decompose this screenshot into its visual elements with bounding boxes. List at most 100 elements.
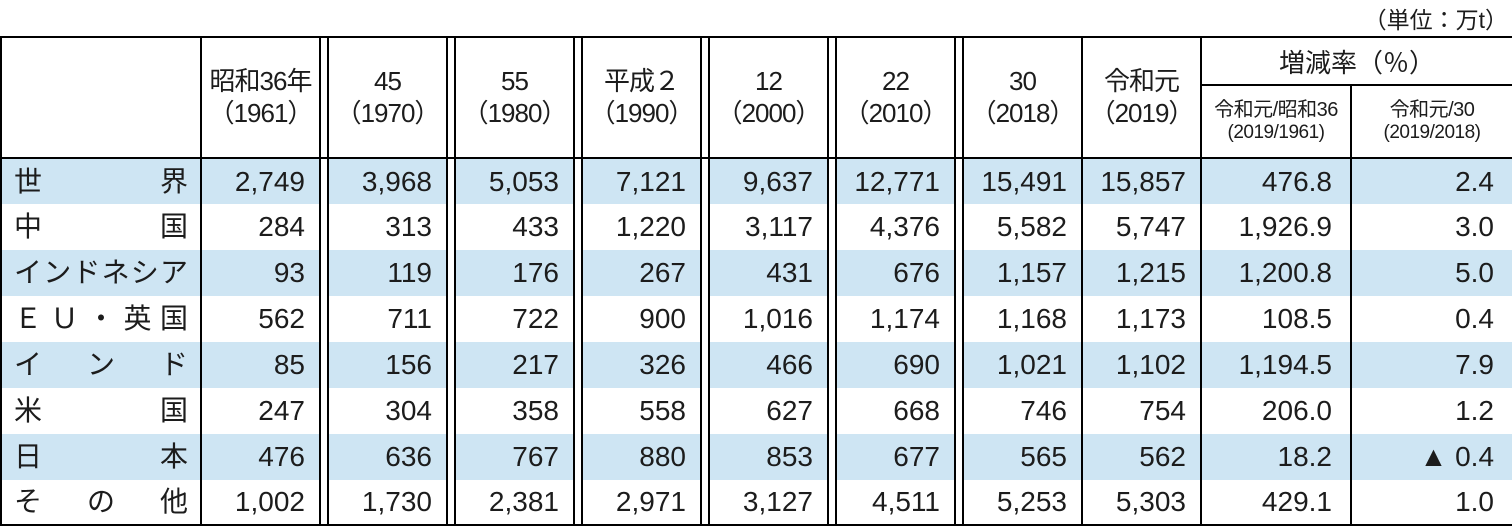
- double-rule-spacer: [954, 342, 964, 388]
- year-col-header: 30 （2018）: [963, 37, 1083, 159]
- year-col-header: 45 （1970）: [328, 37, 447, 159]
- value-cell: 108.5: [1201, 296, 1352, 342]
- header-row-1: 昭和36年 （1961） 45 （1970） 55 （1980） 平成２ （19…: [1, 37, 1512, 159]
- double-rule-spacer: [827, 158, 837, 204]
- double-rule-spacer: [573, 434, 583, 480]
- value-cell: 1.0: [1455, 486, 1495, 517]
- double-rule-spacer: [446, 158, 456, 204]
- double-rule-spacer: [700, 296, 710, 342]
- double-rule-spacer: [573, 342, 583, 388]
- value-cell: 5,582: [963, 204, 1083, 250]
- year-label: 30: [1009, 65, 1037, 96]
- value-cell: 5,747: [1082, 204, 1202, 250]
- double-rule-spacer: [827, 388, 837, 434]
- value-cell: 18.2: [1201, 434, 1352, 480]
- rate-group-header: 増減率（％）: [1199, 37, 1512, 86]
- double-rule-spacer: [827, 250, 837, 296]
- double-rule-spacer: [446, 204, 456, 250]
- double-rule-spacer: [446, 250, 456, 296]
- row-label: 世界: [1, 158, 202, 204]
- table-row: 中国 284 313 433 1,220 3,117 4,376 5,582 5,747 1,92…: [1, 204, 1512, 250]
- value-cell: 267: [639, 257, 686, 288]
- year-col-header: 令和元 （2019）: [1082, 37, 1202, 159]
- value-cell: 677: [893, 441, 940, 472]
- double-rule-spacer: [700, 250, 710, 296]
- year-paren: （1990）: [589, 97, 695, 128]
- value-cell: 1,220: [615, 211, 686, 242]
- double-rule-spacer: [954, 388, 964, 434]
- row-label-char: 界: [159, 165, 188, 197]
- year-paren: （2010）: [843, 97, 949, 128]
- double-rule-spacer: [954, 250, 964, 296]
- row-label-char: イ: [14, 257, 43, 288]
- value-cell: 304: [385, 395, 432, 426]
- value-cell: 1,002: [234, 486, 305, 517]
- double-rule-spacer: [700, 388, 710, 434]
- value-cell: 3,127: [742, 486, 813, 517]
- double-rule-spacer: [446, 388, 456, 434]
- year-col-header: 平成２ （1990）: [582, 37, 701, 159]
- double-rule-spacer: [446, 37, 456, 159]
- double-rule-spacer: [319, 342, 329, 388]
- row-label: 米国: [1, 388, 202, 434]
- value-cell: 93: [273, 257, 305, 288]
- year-label: 45: [374, 65, 402, 96]
- value-cell: 2,749: [234, 165, 305, 197]
- year-paren: （1970）: [335, 97, 441, 128]
- value-cell: 754: [1082, 388, 1202, 434]
- row-label-char: ・: [86, 303, 115, 334]
- year-paren: （2019）: [1089, 97, 1195, 128]
- row-label-char: イ: [14, 349, 43, 380]
- value-cell: 119: [387, 257, 432, 288]
- row-label-char: シ: [130, 257, 159, 288]
- row-label-char: 国: [159, 395, 188, 426]
- value-cell: 711: [387, 303, 432, 334]
- rate-sub-paren: (2019/1961): [1227, 122, 1325, 144]
- row-label-char: 世: [14, 165, 43, 197]
- value-cell: 431: [766, 257, 813, 288]
- double-rule-spacer: [700, 204, 710, 250]
- row-label-char: ド: [72, 257, 101, 288]
- year-label: 55: [501, 65, 529, 96]
- value-cell: 853: [766, 441, 813, 472]
- double-rule-spacer: [446, 296, 456, 342]
- value-cell: 1,102: [1082, 342, 1202, 388]
- table-row: Ｅ Ｕ ・英国 562 711 722 900 1,016 1,174 1,168 1,173 108…: [1, 296, 1512, 342]
- double-rule-spacer: [954, 480, 964, 526]
- value-cell: 247: [258, 395, 305, 426]
- double-rule-spacer: [954, 434, 964, 480]
- row-label: インドネシア: [1, 250, 202, 296]
- double-rule-spacer: [573, 250, 583, 296]
- year-col-header: 55 （1980）: [455, 37, 574, 159]
- row-label: Ｅ Ｕ ・英国: [1, 296, 202, 342]
- value-cell: 1,194.5: [1201, 342, 1352, 388]
- row-label-char: Ｕ: [50, 303, 79, 334]
- value-cell: 176: [512, 257, 559, 288]
- value-cell: 2,381: [488, 486, 559, 517]
- row-label-char: そ: [14, 486, 43, 517]
- value-cell: 767: [512, 441, 559, 472]
- data-table: 昭和36年 （1961） 45 （1970） 55 （1980） 平成２ （19…: [0, 36, 1512, 526]
- value-cell: 476.8: [1201, 158, 1352, 204]
- year-paren: （1961）: [208, 97, 314, 128]
- row-label-char: 米: [14, 395, 43, 426]
- value-cell: 1,200.8: [1201, 250, 1352, 296]
- double-rule-spacer: [700, 434, 710, 480]
- rate-sub-paren: (2019/2018): [1383, 122, 1481, 144]
- year-paren: （2000）: [716, 97, 822, 128]
- value-cell: 1,730: [361, 486, 432, 517]
- value-cell: 9,637: [742, 165, 813, 197]
- double-rule-spacer: [446, 480, 456, 526]
- year-label: 令和元: [1103, 65, 1180, 96]
- value-cell: 1,174: [869, 303, 940, 334]
- value-cell: 627: [766, 395, 813, 426]
- value-cell: 358: [512, 395, 559, 426]
- double-rule-spacer: [319, 296, 329, 342]
- value-cell: 5,253: [963, 480, 1083, 526]
- rate-sub-label: 令和元/昭和36: [1214, 98, 1338, 121]
- value-cell: 313: [385, 211, 432, 242]
- value-cell: 562: [258, 303, 305, 334]
- value-cell: 562: [1082, 434, 1202, 480]
- value-cell: 880: [639, 441, 686, 472]
- table-header: 昭和36年 （1961） 45 （1970） 55 （1980） 平成２ （19…: [1, 37, 1512, 159]
